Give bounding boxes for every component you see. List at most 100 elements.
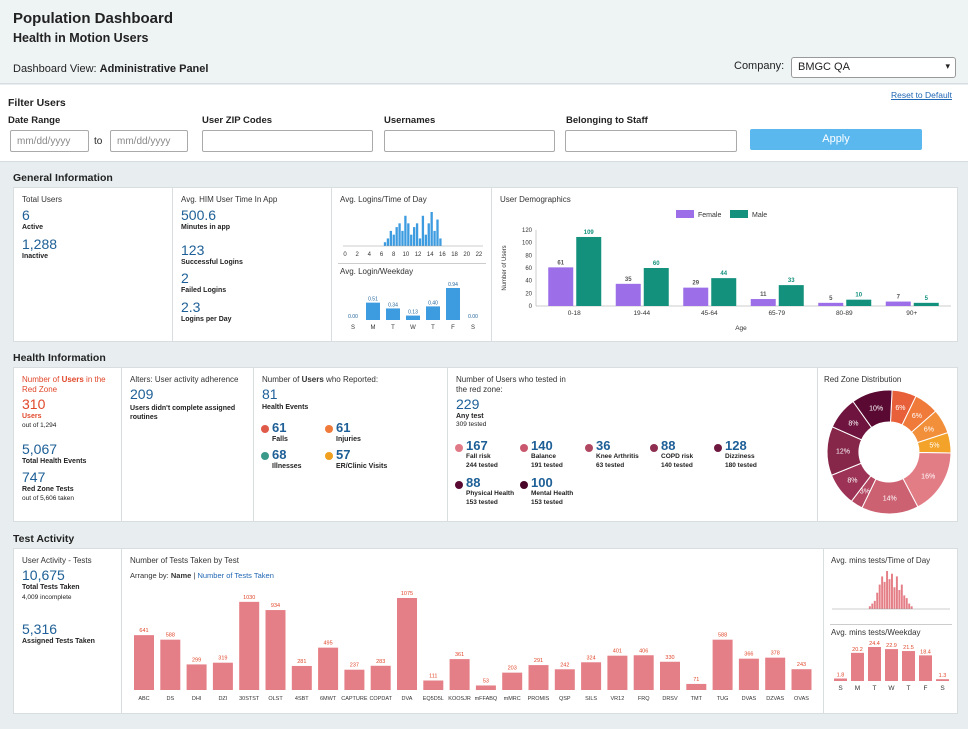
- fall-risk-label: Fall risk: [466, 453, 491, 460]
- test-tick: 30STST: [239, 696, 260, 702]
- total-tests-value: 10,675: [22, 567, 65, 583]
- avg-weekday-tick: W: [888, 685, 895, 692]
- tod-bar: [421, 215, 425, 246]
- company-select[interactable]: BMGC QA ▾: [791, 57, 956, 78]
- avg-weekday-bar: [834, 678, 847, 681]
- demo-bar: [750, 299, 776, 306]
- demo-bar-label: 10: [855, 293, 862, 299]
- legend-swatch: [676, 210, 694, 218]
- knee-arthritis-dot: [585, 444, 593, 452]
- active-label: Active: [22, 224, 44, 231]
- injuries-label: Injuries: [336, 436, 361, 443]
- avg-weekday-bar-label: 1.8: [837, 672, 845, 678]
- demo-bar-label: 109: [584, 230, 595, 236]
- weekday-tick: F: [451, 325, 455, 331]
- test-bar-label: 71: [693, 677, 699, 683]
- avg-tod-bar: [876, 592, 879, 609]
- reported-label: Number of Users who Reported:: [262, 375, 379, 384]
- test-tick: EQ5D5L: [423, 696, 444, 702]
- usernames-label: Usernames: [384, 115, 436, 126]
- total-users-label: Total Users: [22, 195, 63, 204]
- perday-label: Logins per Day: [181, 316, 232, 323]
- tod-tick: 10: [403, 252, 410, 258]
- avg-tod-bar: [881, 576, 884, 609]
- test-tick: DZI: [218, 696, 227, 702]
- arrange-label: Arrange by:: [130, 571, 169, 580]
- copd-risk-dot: [650, 444, 658, 452]
- illnesses-label: Illnesses: [272, 463, 302, 470]
- test-bar: [212, 662, 233, 690]
- tod-tick: 14: [427, 252, 434, 258]
- weekday-bar: [386, 308, 400, 320]
- demo-bar: [913, 302, 939, 306]
- tested-of: 309 tested: [456, 421, 487, 428]
- falls-dot: [261, 425, 269, 433]
- legend-label: Male: [752, 212, 767, 219]
- reset-link[interactable]: Reset to Default: [891, 90, 952, 100]
- avg-tod-bar: [871, 603, 874, 609]
- demo-bar: [548, 267, 574, 306]
- avg-weekday-bar-label: 18.4: [920, 649, 931, 655]
- copd-risk-value: 88: [661, 438, 676, 453]
- test-bar: [449, 659, 470, 690]
- falls-label: Falls: [272, 436, 288, 443]
- y-tick: 20: [525, 291, 532, 297]
- donut-slice-label: 8%: [847, 477, 857, 484]
- tod-tick: 20: [463, 252, 470, 258]
- divider: [338, 263, 486, 264]
- tests-of: out of 5,606 taken: [22, 495, 75, 502]
- test-bar-label: 242: [560, 662, 569, 668]
- weekday-tick: S: [351, 325, 355, 331]
- dizziness-dot: [714, 444, 722, 452]
- test-bar: [318, 647, 339, 690]
- test-bar-label: 401: [613, 649, 622, 655]
- test-bar: [765, 657, 786, 690]
- demo-bar: [885, 301, 911, 306]
- weekday-tick: T: [431, 325, 435, 331]
- test-bar-label: 299: [192, 657, 201, 663]
- arrange-name-option[interactable]: Name: [170, 571, 192, 580]
- avg-tod-bar: [905, 598, 908, 609]
- donut-slice-label: 6%: [912, 413, 922, 420]
- weekday-tick: T: [391, 325, 395, 331]
- test-bar-label: 330: [665, 655, 674, 661]
- zip-input[interactable]: [202, 130, 373, 152]
- mental-health-sub: 153 tested: [531, 499, 563, 506]
- tod-tick: 4: [368, 252, 372, 258]
- test-bar-label: 378: [771, 651, 780, 657]
- apply-button[interactable]: Apply: [750, 129, 922, 150]
- test-bar: [633, 655, 654, 690]
- demo-bar: [683, 287, 709, 306]
- company-label: Company:: [734, 60, 785, 72]
- demo-bar-label: 11: [760, 292, 767, 298]
- fall-risk-value: 167: [466, 438, 488, 453]
- knee-arthritis-sub: 63 tested: [596, 462, 625, 469]
- x-tick: 65-79: [768, 310, 785, 317]
- x-tick: 90+: [906, 310, 917, 317]
- er-visits-label: ER/Clinic Visits: [336, 463, 388, 470]
- y-tick: 80: [525, 253, 532, 259]
- test-bar: [791, 669, 812, 690]
- filter-title: Filter Users: [8, 97, 66, 109]
- avg-tod-bar: [868, 606, 871, 609]
- avg-weekday-bar: [936, 679, 949, 681]
- test-tick: DZVAS: [766, 696, 784, 702]
- tod-bar: [439, 238, 442, 246]
- test-tick: 4SBT: [295, 696, 309, 702]
- date-to-input[interactable]: mm/dd/yyyy: [110, 130, 188, 152]
- arrange-num-option[interactable]: Number of Tests Taken: [197, 571, 274, 580]
- minutes-label: Minutes in app: [181, 224, 230, 231]
- tested-label: Number of Users who tested in the red zo…: [456, 375, 566, 394]
- test-bar-label: 495: [324, 641, 333, 647]
- avg-weekday-bar: [919, 655, 932, 681]
- staff-input[interactable]: [565, 130, 737, 152]
- usernames-input[interactable]: [384, 130, 555, 152]
- alerts-card: Alters: User activity adherence 209 User…: [121, 367, 254, 522]
- zip-label: User ZIP Codes: [202, 115, 273, 126]
- weekday-bar: [446, 288, 460, 320]
- avg-tod-bar: [895, 576, 898, 609]
- weekday-bar: [426, 306, 440, 320]
- date-from-input[interactable]: mm/dd/yyyy: [10, 130, 89, 152]
- test-bar-label: 53: [483, 678, 489, 684]
- health-section-title: Health Information: [13, 352, 106, 364]
